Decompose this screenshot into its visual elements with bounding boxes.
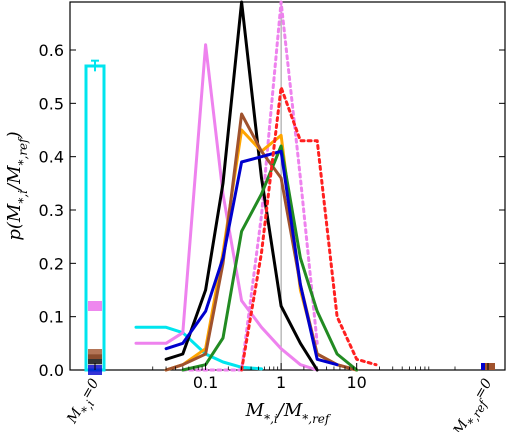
- series-line-2: [181, 0, 319, 372]
- x-axis-title: M*,i/M*,ref: [245, 400, 332, 426]
- series-line-7: [164, 149, 339, 367]
- series-line-1: [134, 43, 319, 372]
- plot-border: [69, 1, 506, 371]
- series-line-3: [164, 0, 319, 372]
- left-category-label: M*,i=0: [64, 376, 108, 430]
- x-tick-label: 0.1: [193, 373, 218, 392]
- plot-frame: [69, 1, 506, 371]
- right-category-label: M*,ref=0: [450, 376, 501, 432]
- y-tick-label: 0.6: [39, 41, 64, 60]
- x-tick-label: 1: [276, 373, 286, 392]
- series-line-5: [164, 112, 359, 372]
- right-bin-marker-brown: [485, 363, 495, 370]
- zero-bin-marker-2: [88, 301, 102, 311]
- y-tick-label: 0.1: [39, 308, 64, 327]
- y-tick-label: 0.5: [39, 94, 64, 113]
- ticks-layer: 0.0 0.1 0.2 0.3 0.4 0.5 0.6 0.1 1 10: [39, 41, 505, 392]
- x-tick-label: 10: [347, 373, 367, 392]
- zero-bin-marker-3: [88, 354, 102, 365]
- y-tick-label: 0.4: [39, 148, 64, 167]
- y-tick-label: 0.3: [39, 201, 64, 220]
- y-axis-title: p(M*,i/M*,ref): [4, 131, 30, 240]
- zero-bin-bar: [84, 64, 106, 372]
- series-layer: [134, 0, 378, 372]
- zero-bin-marker-5: [88, 349, 102, 359]
- series-line-8: [240, 85, 378, 372]
- y-tick-label: 0.0: [39, 361, 64, 380]
- y-tick-label: 0.2: [39, 254, 64, 273]
